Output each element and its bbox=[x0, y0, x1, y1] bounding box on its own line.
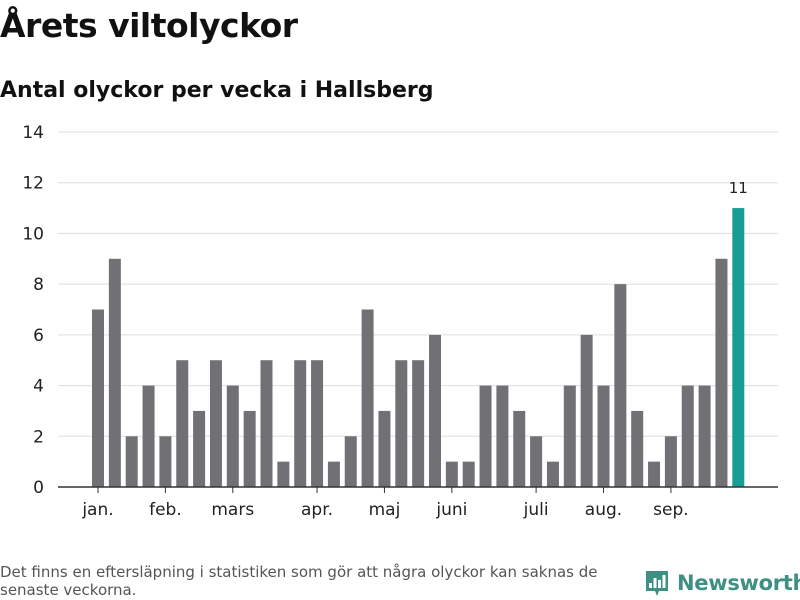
bar bbox=[445, 461, 458, 487]
bar bbox=[715, 258, 728, 487]
data-labels: 11 bbox=[729, 179, 748, 197]
y-tick-label: 14 bbox=[22, 123, 44, 143]
x-tick-label: maj bbox=[369, 500, 401, 520]
bar bbox=[648, 461, 661, 487]
footnote: Det finns en eftersläpning i statistiken… bbox=[0, 563, 598, 599]
bar bbox=[142, 385, 155, 487]
y-tick-label: 4 bbox=[33, 377, 44, 397]
y-axis-ticks: 0 2 4 6 8 10 12 14 bbox=[22, 123, 44, 498]
bar bbox=[563, 385, 576, 487]
bar bbox=[681, 385, 694, 487]
brand-name: Newsworthy bbox=[677, 571, 800, 595]
bar bbox=[125, 436, 138, 487]
bar bbox=[631, 410, 644, 487]
bar bbox=[226, 385, 239, 487]
bar bbox=[243, 410, 256, 487]
bar bbox=[277, 461, 290, 487]
bar bbox=[260, 360, 273, 487]
x-tick-label: apr. bbox=[301, 500, 333, 520]
bar bbox=[614, 284, 627, 487]
bar bbox=[209, 360, 222, 487]
x-axis-ticks: jan. feb. mars apr. maj juni juli aug. sep. bbox=[81, 487, 689, 520]
bar bbox=[580, 334, 593, 487]
chart-title: Årets viltolyckor bbox=[0, 6, 298, 45]
bar bbox=[159, 436, 172, 487]
y-tick-label: 10 bbox=[22, 224, 44, 244]
bar bbox=[597, 385, 610, 487]
y-tick-label: 2 bbox=[33, 427, 44, 447]
bar-highlight bbox=[732, 208, 745, 488]
x-tick-label: jan. bbox=[81, 500, 113, 520]
bar bbox=[108, 258, 121, 487]
bar bbox=[546, 461, 559, 487]
bar bbox=[193, 410, 206, 487]
bar bbox=[176, 360, 189, 487]
x-tick-label: sep. bbox=[653, 500, 689, 520]
bar bbox=[92, 309, 104, 487]
bar bbox=[378, 410, 391, 487]
bar bbox=[327, 461, 340, 487]
bar bbox=[496, 385, 509, 487]
bar bbox=[462, 461, 475, 487]
x-tick-label: mars bbox=[211, 500, 254, 520]
newsworthy-logo-icon bbox=[646, 571, 668, 596]
bar bbox=[344, 436, 357, 487]
y-tick-label: 8 bbox=[33, 275, 44, 295]
data-label-highlight: 11 bbox=[729, 179, 748, 197]
brand[interactable]: Newsworthy bbox=[644, 568, 800, 598]
chart-subtitle: Antal olyckor per vecka i Hallsberg bbox=[0, 78, 434, 103]
bar bbox=[395, 360, 408, 487]
bars bbox=[92, 208, 745, 488]
bar bbox=[479, 385, 492, 487]
bar bbox=[294, 360, 307, 487]
x-tick-label: juli bbox=[523, 500, 549, 520]
bar bbox=[698, 385, 711, 487]
y-tick-label: 0 bbox=[33, 478, 44, 498]
bar bbox=[412, 360, 425, 487]
x-tick-label: juni bbox=[435, 500, 467, 520]
bar bbox=[530, 436, 543, 487]
y-tick-label: 6 bbox=[33, 326, 44, 346]
bar bbox=[429, 334, 441, 487]
x-tick-label: aug. bbox=[585, 500, 622, 520]
y-tick-label: 12 bbox=[22, 174, 44, 194]
bar bbox=[513, 410, 526, 487]
x-tick-label: feb. bbox=[149, 500, 182, 520]
bar bbox=[361, 309, 374, 487]
bar bbox=[311, 360, 324, 487]
bar bbox=[664, 436, 677, 487]
